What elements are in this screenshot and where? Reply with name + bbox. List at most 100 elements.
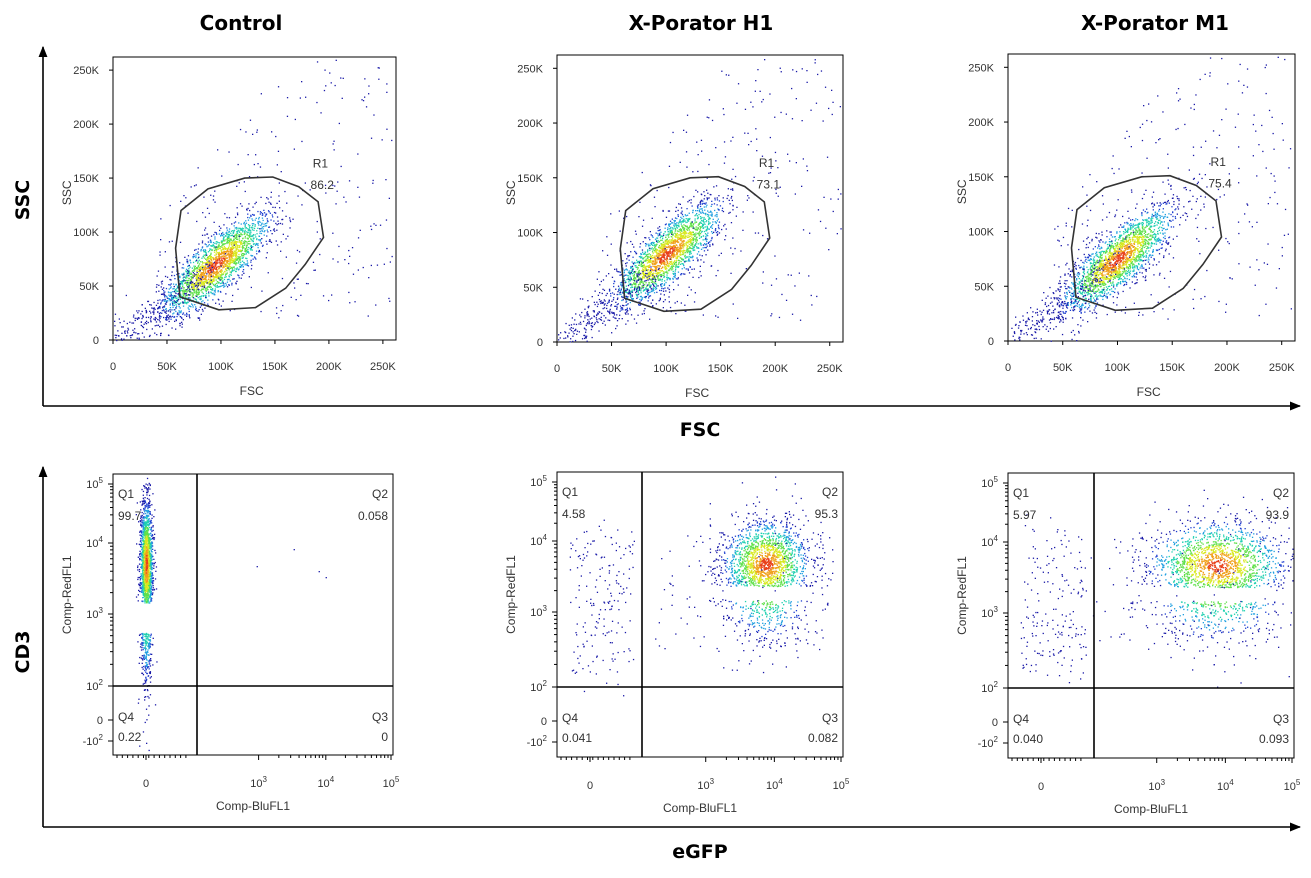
event-dot <box>665 249 667 251</box>
event-dot <box>649 260 652 262</box>
event-dot <box>638 264 640 266</box>
event-dot <box>141 325 144 328</box>
event-dot <box>666 270 668 272</box>
event-dot <box>660 239 662 241</box>
event-dot <box>680 235 682 237</box>
event-dot <box>587 319 589 321</box>
event-dot <box>658 256 660 258</box>
event-dot <box>642 258 644 260</box>
event-dot <box>229 267 232 270</box>
event-dot <box>671 241 673 244</box>
event-dot <box>625 288 627 290</box>
event-dot <box>687 248 689 250</box>
event-dot <box>671 253 673 256</box>
event-dot <box>655 286 657 288</box>
event-dot <box>682 252 684 254</box>
event-dot <box>389 261 391 263</box>
event-dot <box>328 299 330 302</box>
event-dot <box>654 272 656 274</box>
event-dot <box>646 293 649 295</box>
event-dot <box>662 271 665 273</box>
event-dot <box>232 255 234 257</box>
event-dot <box>681 247 683 249</box>
event-dot <box>125 294 127 297</box>
event-dot <box>653 245 655 247</box>
event-dot <box>270 241 273 243</box>
event-dot <box>688 243 690 246</box>
event-dot <box>661 280 663 282</box>
event-dot <box>682 247 685 249</box>
event-dot <box>680 249 682 252</box>
event-dot <box>219 229 221 232</box>
event-dot <box>235 283 237 285</box>
event-dot <box>233 269 235 272</box>
event-dot <box>305 96 307 98</box>
event-dot <box>163 305 166 307</box>
event-dot <box>159 254 161 256</box>
event-dot <box>215 241 217 243</box>
event-dot <box>175 318 177 321</box>
event-dot <box>218 253 220 255</box>
event-dot <box>185 197 187 199</box>
event-dot <box>206 282 208 284</box>
event-dot <box>202 295 205 297</box>
event-dot <box>701 210 704 212</box>
event-dot <box>232 258 234 260</box>
event-dot <box>269 240 271 242</box>
event-dot <box>647 257 649 259</box>
event-dot <box>667 287 669 289</box>
event-dot <box>229 310 231 312</box>
event-dot <box>228 246 230 249</box>
event-dot <box>210 253 212 256</box>
event-dot <box>260 228 263 230</box>
event-dot <box>687 232 689 235</box>
event-dot <box>196 295 198 297</box>
event-dot <box>678 259 680 262</box>
event-dot <box>124 332 126 334</box>
event-dot <box>682 231 685 234</box>
event-dot <box>229 263 231 265</box>
event-dot <box>660 289 663 292</box>
event-dot <box>246 249 248 251</box>
event-dot <box>207 241 209 243</box>
event-dot <box>663 272 665 274</box>
event-dot <box>197 291 199 293</box>
event-dot <box>685 235 687 237</box>
event-dot <box>195 279 198 281</box>
event-dot <box>663 247 665 250</box>
event-dot <box>615 327 617 330</box>
event-dot <box>640 288 642 290</box>
event-dot <box>713 186 715 188</box>
event-dot <box>375 224 377 226</box>
event-dot <box>687 219 689 221</box>
event-dot <box>180 294 182 296</box>
event-dot <box>195 274 197 276</box>
event-dot <box>671 254 673 256</box>
event-dot <box>661 247 663 250</box>
event-dot <box>194 284 196 286</box>
event-dot <box>199 285 202 287</box>
event-dot <box>629 290 631 292</box>
event-dot <box>705 243 708 245</box>
event-dot <box>202 268 204 270</box>
event-dot <box>214 190 216 192</box>
event-dot <box>215 279 217 281</box>
event-dot <box>230 271 232 274</box>
event-dot <box>179 293 182 295</box>
event-dot <box>642 274 645 276</box>
event-dot <box>248 233 251 235</box>
event-dot <box>709 217 711 220</box>
event-dot <box>638 277 640 279</box>
event-dot <box>159 317 161 320</box>
event-dot <box>693 268 695 270</box>
event-dot <box>650 234 652 236</box>
event-dot <box>648 292 650 294</box>
event-dot <box>138 317 140 319</box>
event-dot <box>689 226 691 228</box>
event-dot <box>643 269 645 271</box>
event-dot <box>649 273 652 275</box>
event-dot <box>669 252 671 254</box>
event-dot <box>232 253 234 255</box>
event-dot <box>704 238 706 241</box>
event-dot <box>677 214 679 216</box>
